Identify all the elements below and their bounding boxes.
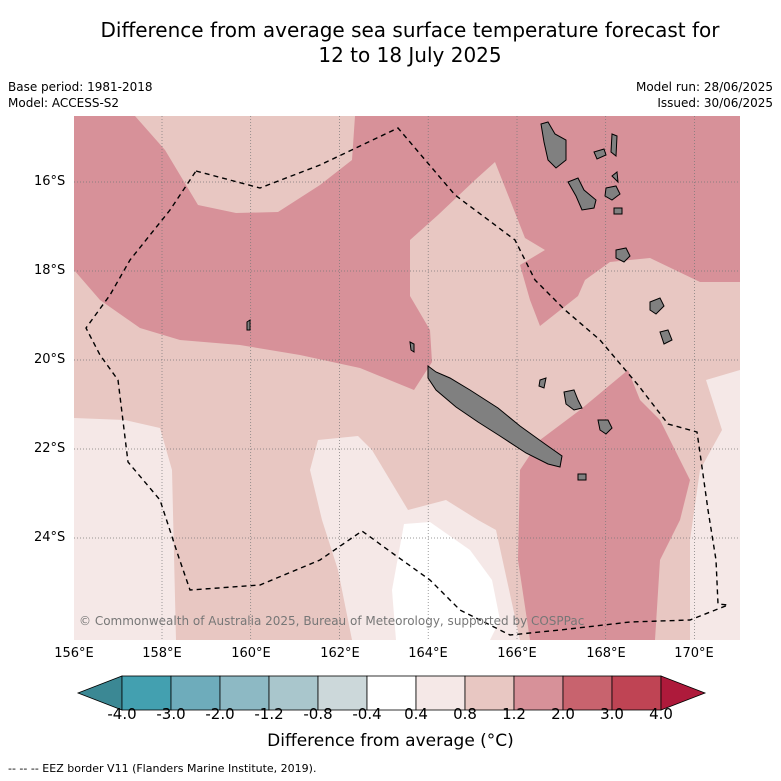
lon-label-170e: 170°E [674, 646, 714, 661]
title-line-1: Difference from average sea surface temp… [100, 18, 720, 42]
base-period: Base period: 1981-2018 [8, 80, 153, 94]
colorbar-segment [562, 675, 613, 711]
colorbar-segment [268, 675, 319, 711]
lon-label-160e: 160°E [231, 646, 271, 661]
colorbar-tick-label: 0.4 [404, 705, 428, 723]
anomaly-0.4-0.8-east [690, 370, 740, 640]
epi-island [604, 185, 621, 201]
efate-island [615, 247, 631, 263]
shepherd-islands [613, 207, 623, 215]
tanna-island [659, 329, 673, 345]
colorbar-tick-label: -0.4 [352, 705, 382, 723]
eez-border [85, 127, 729, 636]
colorbar-tick-label: -0.8 [303, 705, 333, 723]
colorbar-segments [121, 675, 662, 711]
erromango-island [649, 297, 665, 315]
colorbar-tick-label: 1.2 [502, 705, 526, 723]
colorbar [76, 675, 707, 711]
colorbar-tick-label: 3.0 [600, 705, 624, 723]
anomaly-1.2-2.0-southeast [518, 370, 690, 640]
anomaly-0.4-0.8-southwest [74, 418, 176, 640]
model-name: Model: ACCESS-S2 [8, 96, 120, 110]
ouvea-island [538, 377, 547, 389]
colorbar-segment [121, 675, 172, 711]
lat-label-18s: 18°S [34, 263, 66, 278]
copyright-notice: © Commonwealth of Australia 2025, Bureau… [79, 614, 585, 628]
sst-field [74, 116, 740, 640]
chart-title: Difference from average sea surface temp… [40, 18, 780, 68]
colorbar-over-arrow [660, 675, 707, 711]
lat-label-24s: 24°S [34, 530, 66, 545]
lon-label-158e: 158°E [142, 646, 182, 661]
issued-date: Issued: 30/06/2025 [657, 96, 773, 110]
belep-islands [409, 341, 415, 353]
lon-label-164e: 164°E [408, 646, 448, 661]
colorbar-tick-label: -1.2 [254, 705, 284, 723]
colorbar-tick-label: -3.0 [156, 705, 186, 723]
colorbar-tick-label: 0.8 [453, 705, 477, 723]
eez-note: -- -- -- EEZ border V11 (Flanders Marine… [8, 762, 317, 775]
colorbar-segment [366, 675, 417, 711]
colorbar-segment [464, 675, 515, 711]
espiritu-santo-island [540, 121, 567, 169]
lon-label-166e: 166°E [497, 646, 537, 661]
model-run: Model run: 28/06/2025 [635, 80, 773, 94]
lat-label-16s: 16°S [34, 174, 66, 189]
colorbar-tick-label: -4.0 [107, 705, 137, 723]
lon-label-168e: 168°E [586, 646, 626, 661]
lon-label-162e: 162°E [320, 646, 360, 661]
malakula-island [567, 177, 597, 211]
colorbar-segment [219, 675, 270, 711]
colorbar-tick-label: 2.0 [551, 705, 575, 723]
colorbar-segment [415, 675, 466, 711]
lon-label-156e: 156°E [54, 646, 94, 661]
new-caledonia-main-island [427, 365, 563, 468]
colorbar-title: Difference from average (°C) [267, 731, 514, 751]
graticule [74, 116, 740, 640]
title-line-2: 12 to 18 July 2025 [318, 43, 502, 67]
anomaly-neutral-patch [392, 522, 500, 640]
meta-right: Model run: 28/06/2025 Issued: 30/06/2025 [636, 79, 773, 111]
lifou-island [563, 389, 583, 411]
maewo-island [610, 133, 618, 158]
lat-label-22s: 22°S [34, 441, 66, 456]
ambae-island [593, 148, 607, 160]
chesterfield-islet [246, 319, 251, 331]
landmasses [246, 121, 673, 481]
isle-of-pines [577, 473, 587, 481]
colorbar-segment [317, 675, 368, 711]
lat-label-20s: 20°S [34, 352, 66, 367]
pentecost-island [611, 171, 619, 184]
colorbar-tick-label: 4.0 [649, 705, 673, 723]
colorbar-tick-label: -2.0 [205, 705, 235, 723]
mare-island [597, 419, 613, 435]
meta-left: Base period: 1981-2018 Model: ACCESS-S2 [8, 79, 153, 111]
colorbar-segment [513, 675, 564, 711]
